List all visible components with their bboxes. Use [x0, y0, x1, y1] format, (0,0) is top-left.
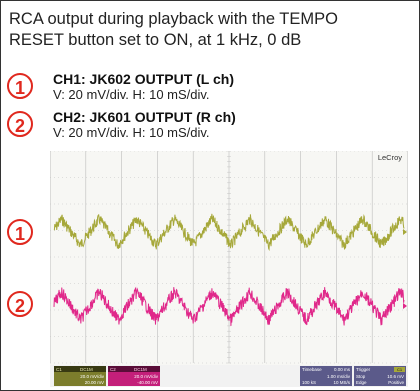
channel-1-text: CH1: JK602 OUTPUT (L ch) V: 20 mV/div. H…	[53, 71, 234, 103]
channel-2-scale: V: 20 mV/div. H: 10 mS/div.	[53, 125, 210, 140]
timebase-rate: 10 MS/s	[333, 380, 350, 385]
scope-status-bar: C1 DC1M 20.0 mV/div 20.00 mV C2 DC1M 20.…	[50, 365, 408, 387]
title-line-2: RESET button set to ON, at 1 kHz, 0 dB	[9, 31, 302, 49]
ch1-status-offset: 20.00 mV	[85, 380, 104, 385]
ch2-status-title: DC1M	[134, 367, 147, 372]
timebase-label: Timebase	[302, 367, 322, 372]
trigger-label: Trigger	[356, 367, 371, 372]
ch1-status-vdiv: 20.0 mV/div	[80, 374, 105, 379]
trigger-mode: Stop	[356, 374, 366, 379]
trigger-source: C1	[397, 367, 403, 372]
trigger-status-box	[354, 366, 406, 386]
scope-grid	[50, 151, 408, 364]
ch1-status-tag: C1	[56, 367, 62, 372]
timebase-delay: 0.00 ms	[334, 367, 351, 372]
trace-1-waveform	[53, 213, 405, 252]
channel-1-name: CH1: JK602 OUTPUT (L ch)	[53, 71, 234, 87]
trigger-level: 10.6 mV	[387, 374, 404, 379]
ch2-status-vdiv: 20.0 mV/div	[134, 374, 159, 379]
timebase-samples: 100 kS	[302, 380, 316, 385]
trace-2-waveform	[53, 286, 405, 326]
channel-2-name: CH2: JK601 OUTPUT (R ch)	[53, 109, 236, 125]
trigger-type: Edge	[356, 380, 367, 385]
channel-2-text: CH2: JK601 OUTPUT (R ch) V: 20 mV/div. H…	[53, 109, 236, 141]
channel-1-badge: 1	[7, 73, 33, 99]
channel-level-marker	[403, 229, 407, 235]
ch2-status-offset: -40.00 mV	[137, 380, 158, 385]
timebase-status-box	[300, 366, 352, 386]
scope-brand: LeCroy	[378, 153, 402, 162]
figure-title: RCA output during playback with the TEMP…	[9, 9, 409, 51]
trigger-slope: Positive	[388, 380, 404, 385]
channel-2-badge: 2	[7, 111, 33, 137]
title-line-1: RCA output during playback with the TEMP…	[9, 10, 338, 28]
trace-2-badge: 2	[7, 291, 33, 317]
oscilloscope-svg: LeCroy C1 DC1M 20.0 mV/div 20.00 mV C2 D…	[50, 151, 408, 387]
ch2-status-tag: C2	[110, 367, 116, 372]
channel-1-scale: V: 20 mV/div. H: 10 mS/div.	[53, 87, 210, 102]
oscilloscope-screen: LeCroy C1 DC1M 20.0 mV/div 20.00 mV C2 D…	[50, 151, 408, 387]
timebase-div: 1.00 ms/div	[327, 374, 351, 379]
channel-level-marker	[403, 303, 407, 309]
trace-1-badge: 1	[7, 219, 33, 245]
ch1-status-title: DC1M	[80, 367, 93, 372]
